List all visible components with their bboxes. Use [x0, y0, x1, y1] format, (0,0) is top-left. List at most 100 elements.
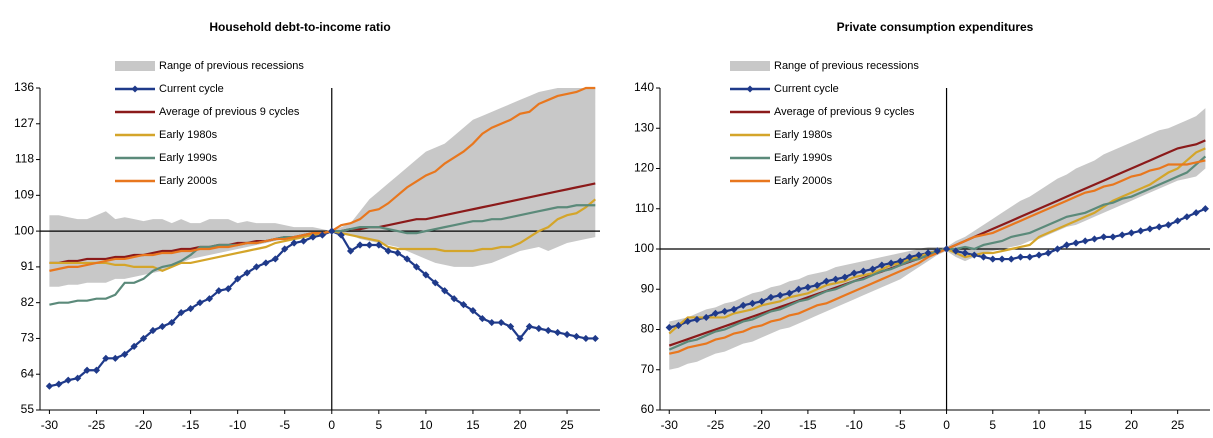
- chart-title: Private consumption expenditures: [837, 20, 1034, 34]
- data-point: [989, 255, 997, 263]
- data-point: [702, 313, 710, 322]
- data-point: [459, 301, 468, 309]
- x-tick-label: -20: [753, 418, 771, 432]
- data-point: [243, 269, 251, 277]
- y-tick-label: 100: [14, 223, 34, 237]
- chart-title: Household debt-to-income ratio: [209, 20, 390, 34]
- data-point: [168, 318, 176, 327]
- x-tick-label: 5: [375, 418, 382, 432]
- data-point: [403, 255, 411, 263]
- legend-label: Current cycle: [159, 83, 224, 95]
- data-point: [1081, 237, 1089, 245]
- legend-label: Average of previous 9 cycles: [774, 106, 915, 118]
- x-tick-label: 20: [513, 418, 527, 432]
- data-point: [896, 257, 904, 265]
- data-point: [915, 251, 923, 259]
- data-point: [450, 295, 458, 303]
- legend-label: Early 1990s: [159, 152, 218, 164]
- data-point: [196, 299, 204, 307]
- data-point: [674, 321, 683, 330]
- data-point: [535, 324, 543, 333]
- data-point: [544, 326, 552, 335]
- data-point: [469, 307, 477, 315]
- data-point: [1201, 205, 1209, 213]
- data-point: [422, 271, 430, 279]
- x-tick-label: 10: [419, 418, 433, 432]
- x-tick-label: 5: [989, 418, 996, 432]
- data-point: [412, 263, 421, 271]
- data-point: [346, 247, 355, 255]
- y-tick-label: 55: [21, 402, 35, 416]
- x-tick-label: 25: [560, 418, 574, 432]
- data-point: [841, 273, 849, 281]
- data-point: [1174, 217, 1182, 225]
- y-tick-label: 118: [15, 152, 34, 166]
- y-tick-label: 100: [634, 241, 654, 255]
- y-tick-label: 90: [641, 281, 655, 295]
- legend-label: Early 2000s: [774, 175, 833, 187]
- y-tick-label: 80: [641, 322, 655, 336]
- data-point: [665, 323, 673, 332]
- x-tick-label: -10: [229, 418, 247, 432]
- data-point: [1053, 245, 1062, 253]
- data-point: [942, 245, 951, 253]
- legend-label: Range of previous recessions: [159, 60, 304, 72]
- data-point: [92, 366, 101, 374]
- data-point: [804, 283, 812, 291]
- data-point: [1044, 249, 1052, 257]
- data-point: [869, 265, 877, 273]
- x-tick-label: -25: [88, 418, 106, 432]
- range-band: [49, 88, 596, 287]
- data-point: [1118, 231, 1126, 239]
- data-point: [262, 259, 270, 267]
- data-point: [497, 318, 505, 327]
- data-point: [205, 295, 214, 303]
- data-point: [1127, 229, 1136, 237]
- x-tick-label: -30: [661, 418, 679, 432]
- data-point: [55, 380, 63, 388]
- data-point: [1137, 227, 1145, 235]
- data-point: [1183, 213, 1191, 221]
- data-point: [431, 279, 439, 287]
- data-point: [224, 285, 232, 293]
- x-tick-label: 25: [1171, 418, 1185, 432]
- legend-label: Early 1980s: [159, 129, 218, 141]
- x-tick-label: 15: [1079, 418, 1093, 432]
- data-point: [1072, 239, 1080, 247]
- data-point: [850, 269, 858, 277]
- data-point: [1063, 241, 1071, 249]
- x-tick-label: 0: [943, 418, 950, 432]
- x-tick-label: -30: [41, 418, 59, 432]
- y-tick-label: 60: [641, 402, 655, 416]
- data-point: [1192, 209, 1200, 217]
- data-point: [563, 330, 571, 339]
- y-tick-label: 91: [21, 259, 35, 273]
- x-tick-label: -20: [135, 418, 153, 432]
- data-point: [83, 366, 91, 374]
- y-tick-label: 127: [14, 116, 34, 130]
- data-point: [139, 334, 148, 343]
- data-point: [813, 281, 821, 289]
- data-point: [488, 318, 496, 327]
- data-point: [1109, 233, 1117, 241]
- data-point: [384, 247, 392, 255]
- data-point: [158, 322, 166, 331]
- data-point: [711, 309, 720, 317]
- data-point: [1164, 221, 1173, 229]
- data-point: [924, 249, 932, 257]
- data-point: [130, 342, 138, 350]
- data-point: [186, 305, 195, 313]
- data-point: [795, 285, 803, 293]
- data-point: [1026, 253, 1034, 261]
- data-point: [215, 287, 223, 295]
- x-tick-label: 10: [1032, 418, 1046, 432]
- data-point: [177, 309, 185, 317]
- x-tick-label: -15: [799, 418, 817, 432]
- data-point: [748, 299, 757, 307]
- range-band: [669, 108, 1206, 370]
- y-tick-label: 70: [641, 362, 655, 376]
- y-tick-label: 64: [21, 366, 35, 380]
- x-tick-label: -5: [279, 418, 290, 432]
- x-tick-label: 15: [466, 418, 480, 432]
- data-point: [1090, 235, 1099, 243]
